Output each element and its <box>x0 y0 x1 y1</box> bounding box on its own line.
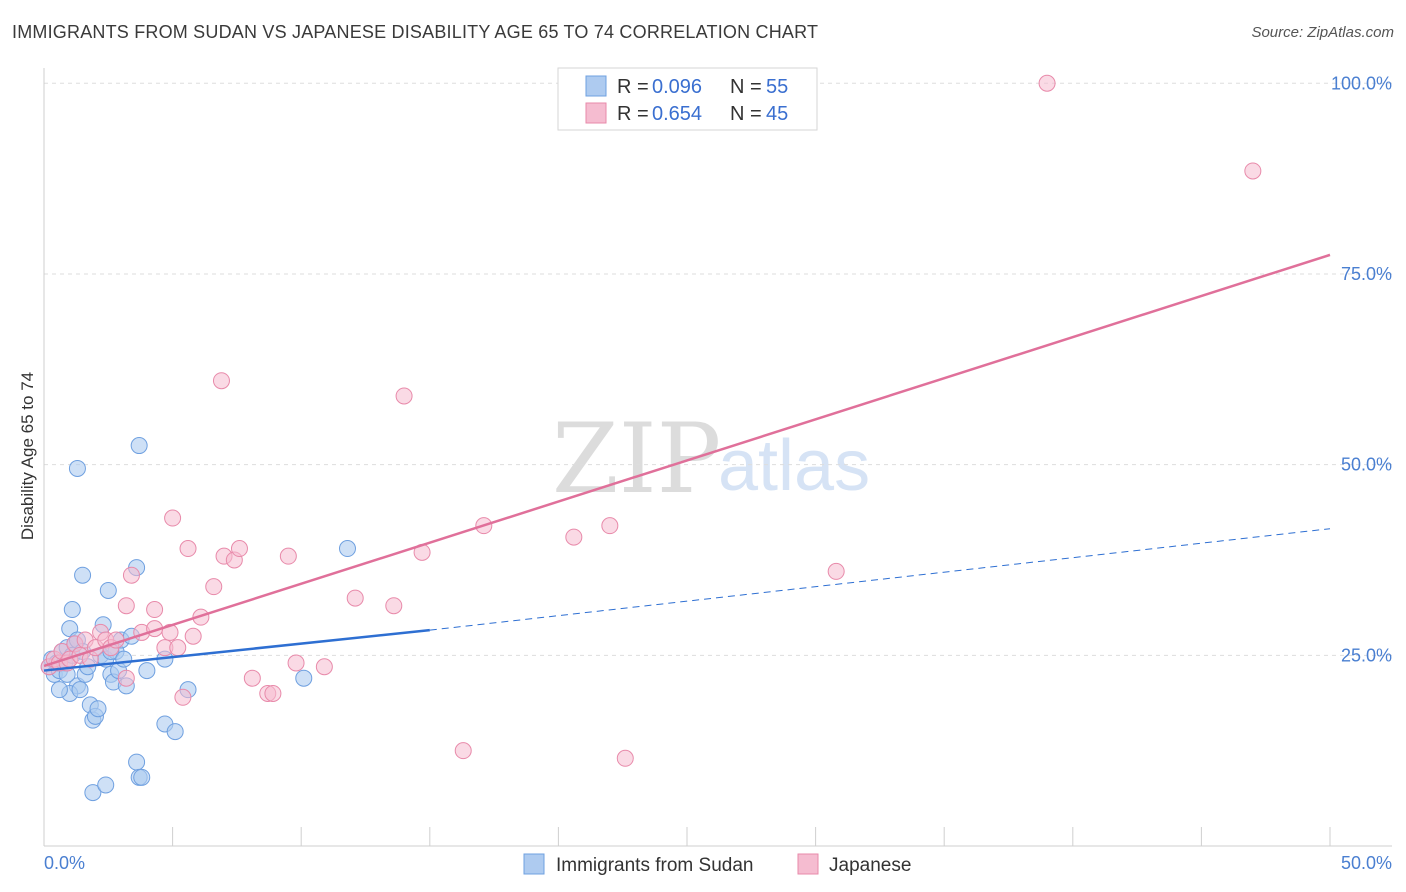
japanese-point-49 <box>827 562 845 580</box>
sudan-point-9 <box>63 601 81 619</box>
y-tick-label-50: 50.0% <box>1341 455 1392 475</box>
sudan-point-14 <box>71 681 89 699</box>
sudan-point-51 <box>166 723 184 741</box>
sudan-point-38 <box>99 581 117 599</box>
trend-lines <box>43 253 1331 672</box>
japanese-point-16 <box>122 566 140 584</box>
sudan-point-45 <box>115 650 133 668</box>
japanese-point-44 <box>454 742 472 760</box>
legend-r-value-sudan: 0.096 <box>652 76 702 98</box>
x-tick-label-min: 0.0% <box>44 853 85 873</box>
sudan-trend-extension <box>429 528 1331 631</box>
sudan-point-34 <box>97 776 115 794</box>
series-legend: Immigrants from Sudan Japanese <box>523 853 911 876</box>
y-tick-labels: 25.0% 50.0% 75.0% 100.0% <box>1331 73 1392 665</box>
legend-swatch-sudan <box>585 75 607 97</box>
sudan-trend-line <box>43 628 430 672</box>
gridlines <box>44 82 1392 656</box>
sudan-point-46 <box>138 662 156 680</box>
y-tick-label-25: 25.0% <box>1341 645 1392 665</box>
legend-r-value-japanese: 0.654 <box>652 103 702 125</box>
source-label: Source: ZipAtlas.com <box>1251 24 1394 41</box>
legend-swatch-japanese <box>585 102 607 124</box>
japanese-point-22 <box>164 509 182 527</box>
japanese-point-18 <box>117 669 135 687</box>
series-japanese-points <box>40 74 1262 767</box>
japanese-point-47 <box>601 517 619 535</box>
sudan-point-25 <box>89 700 107 718</box>
japanese-point-41 <box>385 597 403 615</box>
japanese-point-34 <box>243 669 261 687</box>
sudan-point-42 <box>128 753 146 771</box>
japanese-point-46 <box>565 528 583 546</box>
watermark-atlas: atlas <box>718 426 870 506</box>
japanese-point-38 <box>287 654 305 672</box>
japanese-point-29 <box>205 578 223 596</box>
japanese-point-42 <box>395 387 413 405</box>
japanese-point-37 <box>279 547 297 565</box>
y-axis-label: Disability Age 65 to 74 <box>18 372 37 540</box>
y-tick-label-100: 100.0% <box>1331 73 1392 93</box>
japanese-point-21 <box>146 601 164 619</box>
japanese-point-25 <box>174 688 192 706</box>
japanese-point-48 <box>616 749 634 767</box>
sudan-point-47 <box>130 437 148 455</box>
sudan-point-32 <box>68 459 86 477</box>
bottom-legend-label-japanese: Japanese <box>829 855 911 876</box>
japanese-point-51 <box>1244 162 1262 180</box>
legend-n-value-sudan: 55 <box>766 76 788 98</box>
japanese-point-33 <box>230 540 248 558</box>
watermark-zip: ZIP <box>552 403 721 515</box>
japanese-point-24 <box>169 639 187 657</box>
japanese-trend-line <box>43 253 1331 668</box>
bottom-legend-label-sudan: Immigrants from Sudan <box>556 855 753 876</box>
sudan-point-15 <box>74 566 92 584</box>
sudan-point-53 <box>295 669 313 687</box>
japanese-point-50 <box>1038 74 1056 92</box>
japanese-point-15 <box>117 597 135 615</box>
legend-r-label-sudan: R = <box>617 76 649 98</box>
japanese-point-36 <box>264 684 282 702</box>
legend-n-label-sudan: N = <box>730 76 762 98</box>
y-tick-label-75: 75.0% <box>1341 264 1392 284</box>
japanese-point-26 <box>179 540 197 558</box>
correlation-legend: R = 0.096 N = 55 R = 0.654 N = 45 <box>557 67 818 131</box>
legend-n-label-japanese: N = <box>730 103 762 125</box>
x-ticks <box>43 827 1331 846</box>
sudan-point-33 <box>84 784 102 802</box>
japanese-point-30 <box>212 372 230 390</box>
bottom-legend-swatch-sudan <box>523 853 545 875</box>
legend-r-label-japanese: R = <box>617 103 649 125</box>
chart-title: IMMIGRANTS FROM SUDAN VS JAPANESE DISABI… <box>12 22 819 42</box>
sudan-point-44 <box>133 768 151 786</box>
legend-n-value-japanese: 45 <box>766 103 788 125</box>
sudan-point-13 <box>50 681 68 699</box>
japanese-point-27 <box>184 627 202 645</box>
japanese-point-39 <box>315 658 333 676</box>
sudan-point-54 <box>338 540 356 558</box>
bottom-legend-swatch-japanese <box>797 853 819 875</box>
x-tick-label-max: 50.0% <box>1341 853 1392 873</box>
japanese-point-40 <box>346 589 364 607</box>
